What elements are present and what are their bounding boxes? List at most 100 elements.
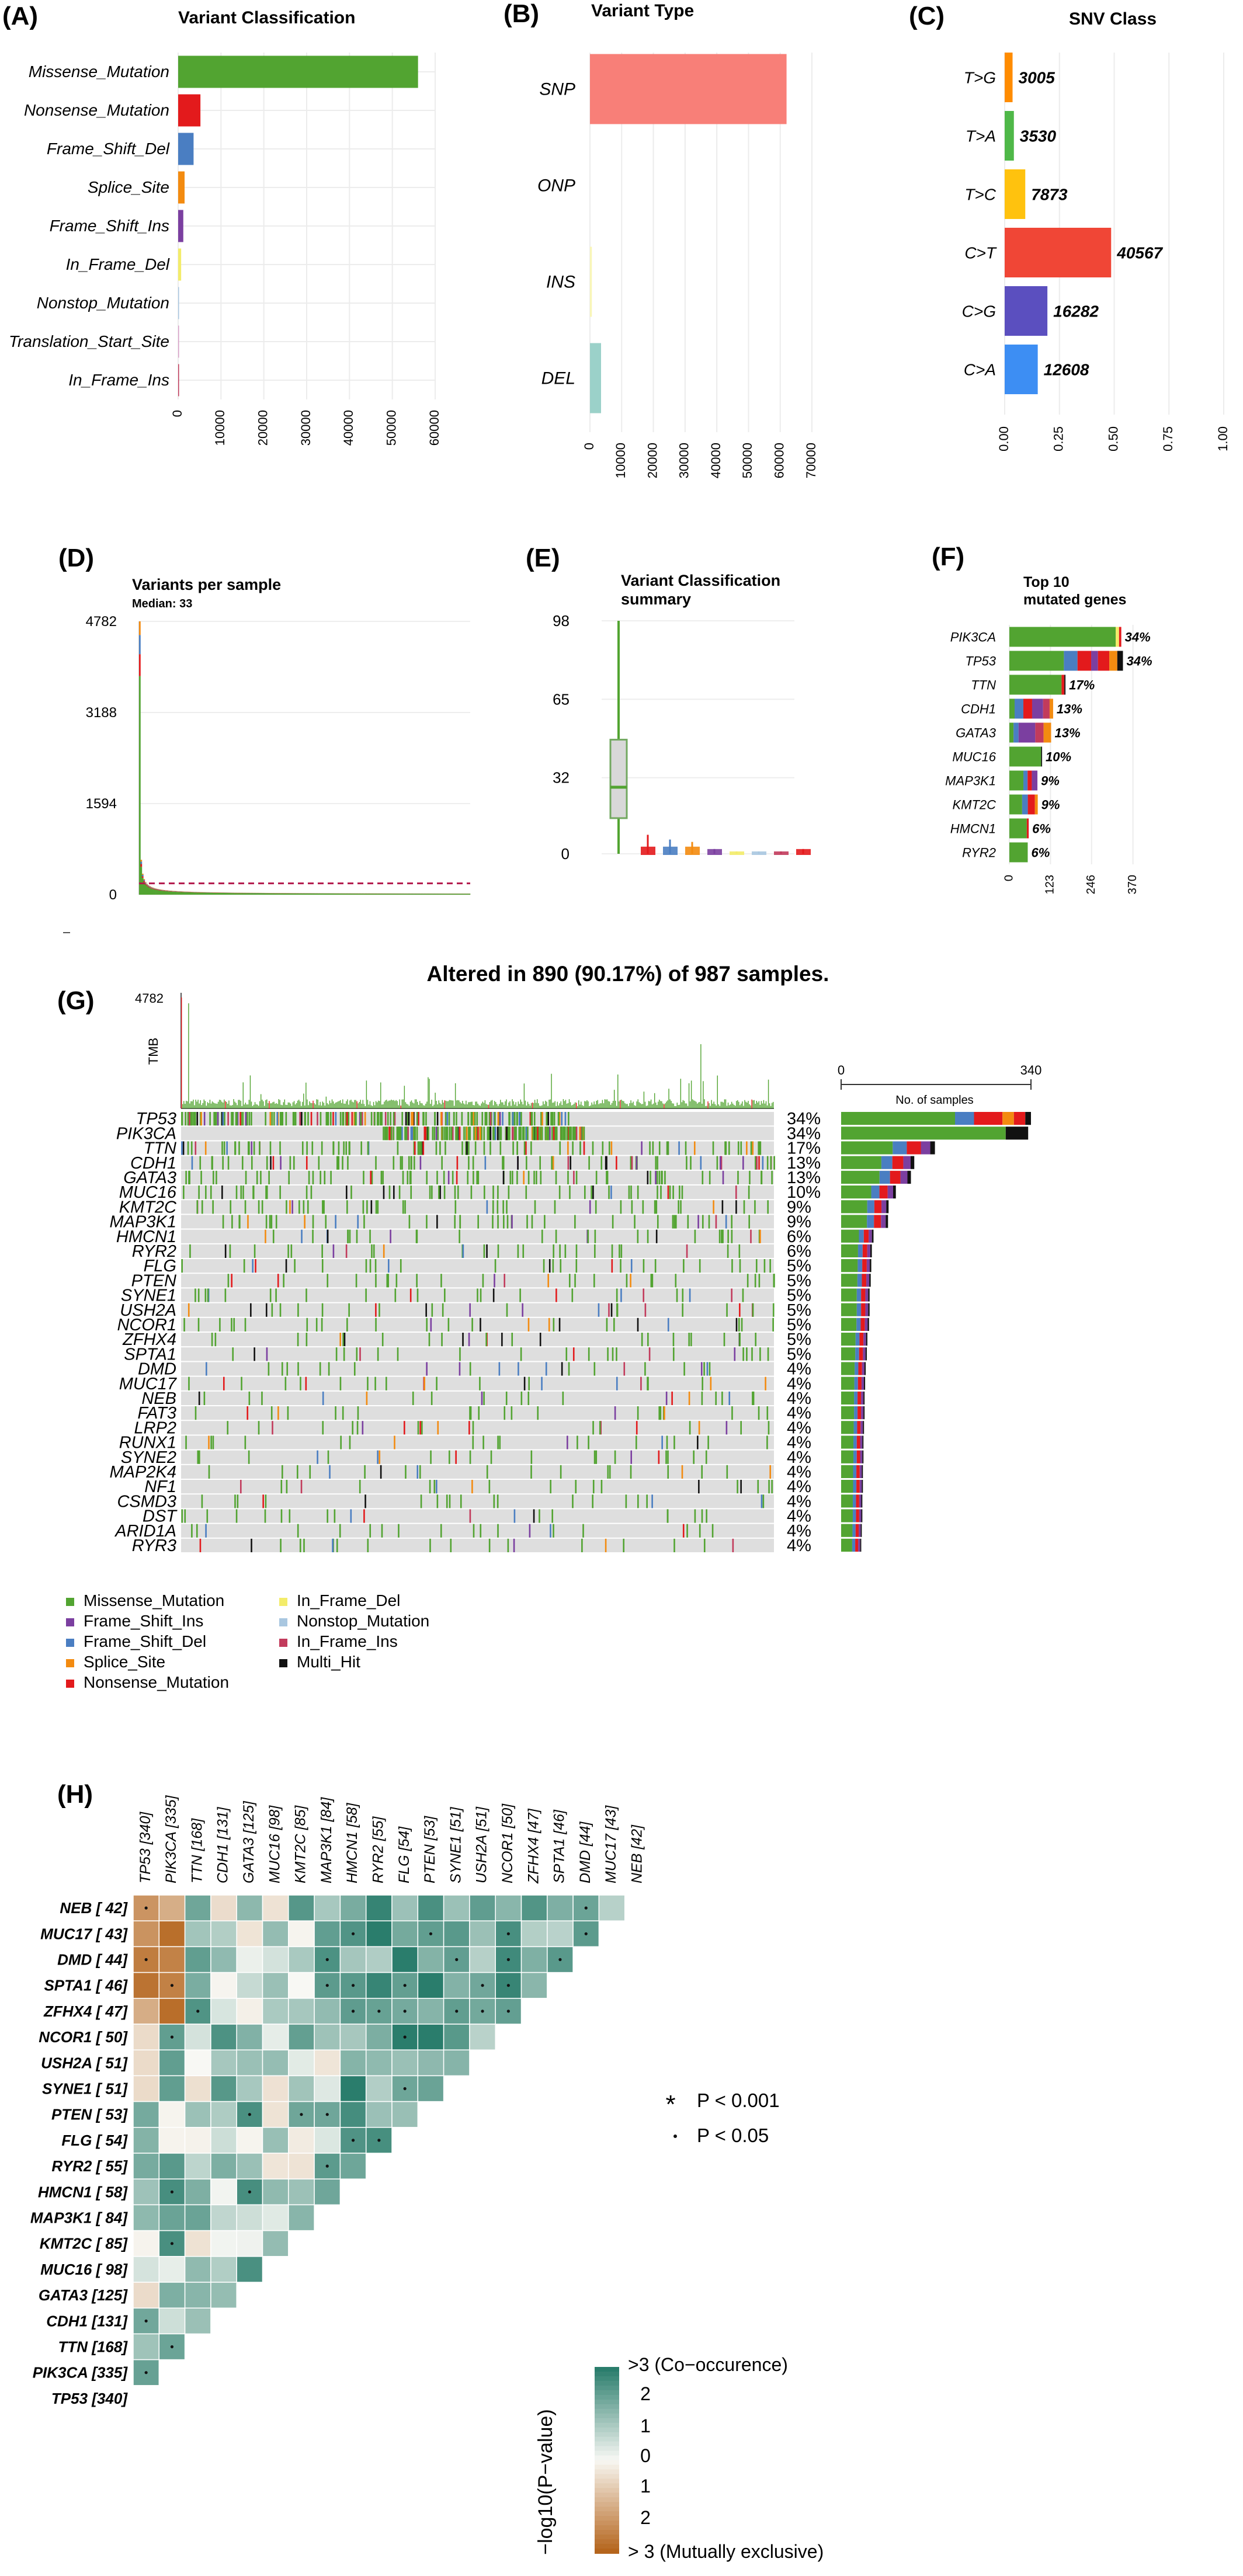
bar (142, 875, 144, 877)
heatmap-cell (237, 2231, 262, 2257)
tmb-bar (235, 1103, 236, 1108)
mutation-tick (376, 1200, 377, 1214)
mutation-tick (504, 1406, 505, 1420)
mutation-tick (352, 1112, 353, 1125)
mutation-tick (592, 1421, 594, 1434)
bar (146, 884, 148, 885)
bar (231, 893, 233, 895)
bar-segment (1009, 627, 1116, 647)
mutation-tick (612, 1259, 613, 1273)
mutation-tick (514, 1112, 516, 1125)
gene-bar-segment (856, 1480, 860, 1493)
mutation-tick (306, 1333, 308, 1346)
bar (142, 878, 144, 895)
bar (353, 894, 355, 895)
colorbar-segment (595, 2483, 619, 2488)
mutation-tick (246, 1112, 248, 1125)
tmb-bar (509, 1101, 510, 1108)
bar-segment (1015, 699, 1023, 719)
col-label: MAP3K1 [84] (318, 1797, 335, 1883)
mutation-tick (592, 1141, 594, 1155)
mutation-tick (302, 1141, 304, 1155)
significance-dot (481, 2010, 484, 2012)
gene-bar-segment (841, 1451, 853, 1463)
bar (250, 893, 252, 895)
bar (318, 894, 320, 895)
mutation-tick (766, 1435, 768, 1449)
mutation-tick (305, 1377, 307, 1390)
mutation-tick (349, 1230, 351, 1243)
mutation-tick (651, 1274, 652, 1287)
x-tick-label: 10000 (213, 410, 227, 446)
mutation-tick (504, 1274, 505, 1287)
heatmap-cell (263, 1973, 289, 1998)
mutation-tick (422, 1112, 424, 1125)
mutation-tick (761, 1171, 763, 1184)
mutation-tick (522, 1244, 524, 1258)
mutation-tick (726, 1303, 728, 1317)
tmb-bar (647, 1106, 648, 1108)
tmb-bar (751, 1100, 752, 1108)
mutation-tick (616, 1156, 617, 1170)
mutation-tick (559, 1141, 561, 1155)
mutation-tick (600, 1156, 602, 1170)
mutation-tick (251, 1156, 253, 1170)
bar (284, 894, 286, 895)
heatmap-cell (470, 1946, 495, 1972)
tmb-bar (341, 1103, 342, 1108)
tmb-bar (349, 1100, 350, 1108)
mutation-tick (634, 1215, 636, 1228)
bar (242, 893, 244, 895)
tmb-bar (532, 1103, 533, 1108)
mutation-tick (631, 1200, 633, 1214)
gene-bar-segment (857, 1406, 861, 1419)
gene-bar-segment (841, 1509, 853, 1522)
mutation-tick (473, 1524, 475, 1538)
mutation-tick (524, 1377, 526, 1390)
mutation-tick (485, 1112, 487, 1125)
mutation-tick (709, 1215, 710, 1228)
row-label: SYNE1 [ 51] (42, 2080, 128, 2098)
gene-row (181, 1244, 774, 1258)
mutation-tick (375, 1303, 377, 1317)
mutation-tick (710, 1377, 712, 1390)
mutation-tick (266, 1186, 268, 1199)
mutation-tick (266, 1303, 268, 1317)
category-label: Frame_Shift_Ins (50, 217, 169, 235)
gene-bar-segment (856, 1318, 860, 1331)
mutation-tick (482, 1274, 484, 1287)
mutation-tick (411, 1156, 412, 1170)
bar (230, 893, 231, 895)
colorbar-segment (595, 2474, 619, 2479)
heatmap-cell (340, 1895, 366, 1921)
mutation-tick (512, 1127, 513, 1140)
mutation-tick (397, 1141, 399, 1155)
heatmap-cell (159, 1895, 185, 1921)
mutation-tick (426, 1362, 428, 1375)
mutation-tick (506, 1303, 508, 1317)
mutation-tick (655, 1171, 657, 1184)
bar (140, 860, 142, 861)
tmb-bar (716, 1106, 717, 1108)
mutation-tick (650, 1171, 651, 1184)
mutation-tick (456, 1127, 457, 1140)
tmb-bar (679, 1105, 680, 1108)
colorbar-segment (595, 2404, 619, 2410)
mutation-tick (290, 1156, 291, 1170)
mutation-tick (381, 1171, 383, 1184)
tmb-bar (316, 1099, 317, 1108)
data-label: 3530 (1020, 127, 1057, 145)
mutation-tick (335, 1112, 337, 1125)
tmb-bar (678, 1105, 679, 1108)
mutation-tick (550, 1524, 551, 1538)
mutation-tick (256, 1171, 258, 1184)
col-label: SYNE1 [51] (447, 1806, 464, 1883)
col-label: ZFHX4 [47] (525, 1808, 541, 1884)
tmb-bar (336, 1102, 337, 1108)
mutation-tick (739, 1333, 741, 1346)
mutation-tick (564, 1127, 566, 1140)
colorbar-segment (595, 2428, 619, 2433)
gene-bar-segment (867, 1318, 869, 1331)
mutation-tick (231, 1318, 232, 1332)
bar (421, 894, 423, 895)
